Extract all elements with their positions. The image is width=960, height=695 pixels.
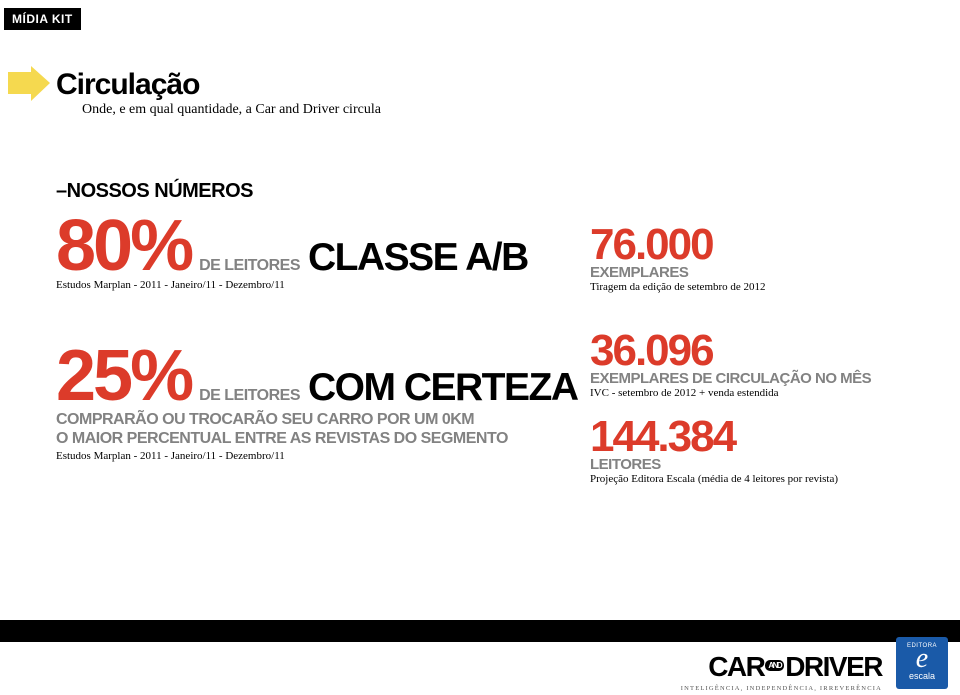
arrow-icon: [6, 66, 51, 101]
section-heading: –NOSSOS NÚMEROS: [56, 180, 253, 203]
stat-com-certeza: 25% DE LEITORES COM CERTEZA COMPRARÃO OU…: [56, 335, 578, 462]
cap-exemplares: EXEMPLARES: [590, 264, 766, 281]
num-76000: 76.000: [590, 220, 766, 270]
stat-exemplares: 76.000 EXEMPLARES Tiragem da edição de s…: [590, 220, 766, 293]
detail-projecao: Projeção Editora Escala (média de 4 leit…: [590, 473, 838, 485]
stat-classe-ab: 80% DE LEITORES CLASSE A/B Estudos Marpl…: [56, 205, 528, 291]
page-subtitle: Onde, e em qual quantidade, a Car and Dr…: [82, 102, 381, 118]
footer-tagline: INTELIGÊNCIA, INDEPENDÊNCIA, IRREVERÊNCI…: [681, 685, 882, 692]
escala-logo: EDITORA e escala: [896, 637, 948, 689]
pct-25-suffix-small: DE LEITORES: [199, 387, 300, 405]
num-36096: 36.096: [590, 326, 871, 376]
media-kit-tag: MÍDIA KIT: [4, 8, 81, 30]
logo-car: CAR: [708, 651, 764, 682]
footer-bar: [0, 620, 960, 642]
pct-80: 80%: [56, 205, 191, 287]
car-and-driver-logo: CARANDDRIVER: [708, 651, 882, 683]
page-title: Circulação: [56, 68, 199, 102]
escala-e: e: [896, 649, 948, 669]
source-2: Estudos Marplan - 2011 - Janeiro/11 - De…: [56, 450, 578, 462]
pct-25: 25%: [56, 335, 191, 417]
logo-driver: DRIVER: [785, 651, 882, 682]
pct-80-suffix-big: CLASSE A/B: [308, 236, 528, 280]
source-1: Estudos Marplan - 2011 - Janeiro/11 - De…: [56, 279, 528, 291]
num-144384: 144.384: [590, 412, 838, 462]
stat-circulacao: 36.096 EXEMPLARES DE CIRCULAÇÃO NO MÊS I…: [590, 326, 871, 399]
pct-25-suffix-big: COM CERTEZA: [308, 366, 578, 410]
detail-ivc: IVC - setembro de 2012 + venda estendida: [590, 387, 871, 399]
detail-tiragem: Tiragem da edição de setembro de 2012: [590, 281, 766, 293]
pct-80-suffix-small: DE LEITORES: [199, 257, 300, 275]
logo-and: AND: [765, 660, 784, 671]
escala-bottom: escala: [896, 671, 948, 681]
gray-line-1: COMPRARÃO OU TROCARÃO SEU CARRO POR UM 0…: [56, 411, 578, 429]
stat-leitores: 144.384 LEITORES Projeção Editora Escala…: [590, 412, 838, 485]
gray-line-2: O MAIOR PERCENTUAL ENTRE AS REVISTAS DO …: [56, 430, 578, 448]
cap-circulacao: EXEMPLARES DE CIRCULAÇÃO NO MÊS: [590, 370, 871, 387]
